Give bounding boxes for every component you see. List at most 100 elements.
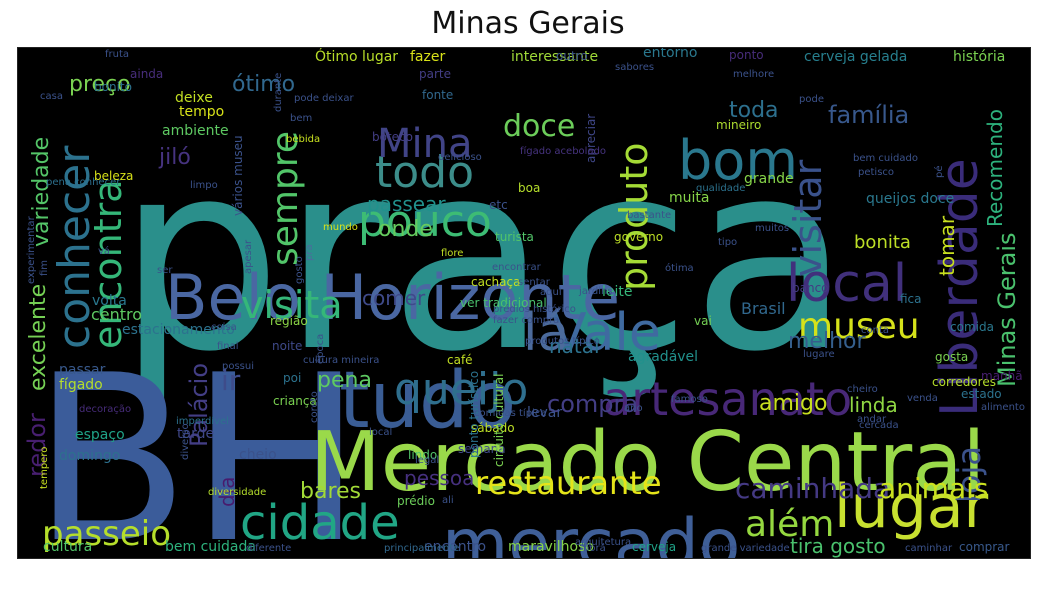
word-186: cultura mineira: [303, 355, 379, 366]
word-35: excelente: [26, 284, 51, 391]
word-81: etc: [489, 198, 508, 212]
word-141: gosto: [294, 256, 305, 284]
word-49: natal: [549, 334, 600, 358]
word-137: sabores: [615, 62, 654, 73]
word-157: diverso: [180, 423, 191, 460]
word-29: restaurante: [475, 464, 662, 502]
word-101: região: [270, 314, 308, 328]
word-111: encontro: [424, 539, 486, 555]
word-190: pode: [799, 94, 824, 105]
word-119: sábado: [471, 421, 515, 435]
word-121: ponto turístico: [467, 371, 481, 458]
word-132: vários museu: [231, 135, 245, 216]
word-133: durante: [273, 73, 284, 112]
word-17: todo: [375, 147, 474, 198]
word-173: venda: [907, 393, 938, 404]
word-158: tempero: [39, 447, 50, 489]
word-140: jardins: [578, 286, 613, 297]
word-33: Recomendo: [983, 109, 1007, 227]
word-11: local: [786, 254, 907, 314]
word-134: bebida: [286, 134, 320, 145]
word-66: interessante: [511, 49, 598, 65]
word-77: boteco: [372, 130, 413, 144]
word-128: pena conhecer: [46, 177, 121, 188]
word-69: outro: [556, 49, 588, 63]
word-171: lugare: [803, 349, 835, 360]
word-110: cultura: [43, 539, 92, 555]
word-54: pessoa: [404, 466, 474, 490]
word-88: ver tradicional: [460, 296, 547, 310]
word-15: passeio: [42, 514, 171, 554]
word-73: tempo: [179, 104, 224, 120]
word-5: tudo: [339, 356, 516, 446]
word-167: andar: [857, 414, 887, 425]
word-102: tarde: [177, 426, 214, 442]
word-36: variedade: [29, 137, 54, 247]
word-118: levar: [527, 405, 562, 421]
word-60: centro: [91, 305, 142, 324]
word-63: história: [953, 49, 1005, 65]
word-43: onde: [378, 217, 433, 242]
word-103: espaço: [75, 427, 125, 443]
word-165: caminhar: [905, 543, 953, 554]
word-129: beleza: [94, 169, 133, 183]
word-0: praça: [117, 107, 851, 409]
word-47: Palácio: [185, 363, 213, 447]
word-13: queijo: [394, 364, 528, 415]
word-177: produtos típico: [525, 335, 600, 347]
word-19: conhecer: [49, 145, 100, 349]
word-9: lá: [523, 303, 569, 363]
word-25: doce: [503, 109, 575, 144]
word-107: lindo: [408, 448, 437, 462]
word-57: tomar: [935, 215, 959, 276]
word-99: fígado: [59, 377, 103, 393]
word-180: vá: [98, 245, 110, 257]
word-96: poi: [283, 371, 301, 385]
word-42: passear: [367, 192, 446, 216]
word-172: conta: [861, 325, 889, 336]
word-93: gosta: [935, 350, 968, 364]
word-52: linda: [849, 393, 898, 417]
word-65: fazer: [410, 49, 445, 65]
word-144: flore: [441, 248, 463, 259]
word-136: petisco: [858, 167, 894, 178]
word-41: jiló: [158, 145, 191, 170]
word-131: qualidade: [696, 183, 745, 194]
word-30: caminhada: [735, 472, 890, 505]
word-62: cerveja gelada: [804, 49, 907, 65]
word-150: fruta: [105, 49, 129, 60]
word-55: tira gosto: [790, 534, 886, 558]
word-108: prédio: [397, 494, 435, 508]
word-22: produto: [612, 142, 656, 291]
word-58: Brasil: [741, 299, 786, 318]
word-3: mercado: [442, 505, 740, 559]
word-2: Mercado Central: [310, 415, 985, 510]
word-12: artesanato: [603, 372, 852, 426]
word-188: pé: [933, 166, 945, 179]
word-53: bares: [300, 479, 361, 504]
word-151: coisa: [211, 322, 237, 333]
word-175: apesar: [243, 239, 254, 274]
word-70: parte: [419, 67, 451, 81]
word-138: sentar: [518, 277, 551, 288]
word-181: ser: [157, 265, 173, 276]
word-74: deixe: [175, 90, 213, 106]
word-148: bastante: [627, 210, 671, 221]
word-16: bom: [678, 129, 798, 192]
word-117: manhã: [981, 369, 1023, 383]
word-122: circuito cultural: [492, 374, 506, 467]
word-46: ir: [221, 364, 241, 397]
word-183: prédios histórico: [493, 303, 576, 315]
word-178: experimentar: [26, 215, 37, 284]
word-159: diversidade: [208, 487, 266, 498]
word-39: família: [828, 101, 909, 129]
word-182: encontrar: [492, 262, 542, 273]
word-168: cheiro: [847, 384, 878, 395]
word-51: amigo: [759, 391, 827, 416]
word-114: comprar: [959, 540, 1010, 554]
word-160: ali: [442, 495, 454, 506]
word-86: cachaça: [471, 275, 520, 289]
word-50: compra: [547, 390, 638, 418]
word-68: ponto: [729, 48, 764, 62]
